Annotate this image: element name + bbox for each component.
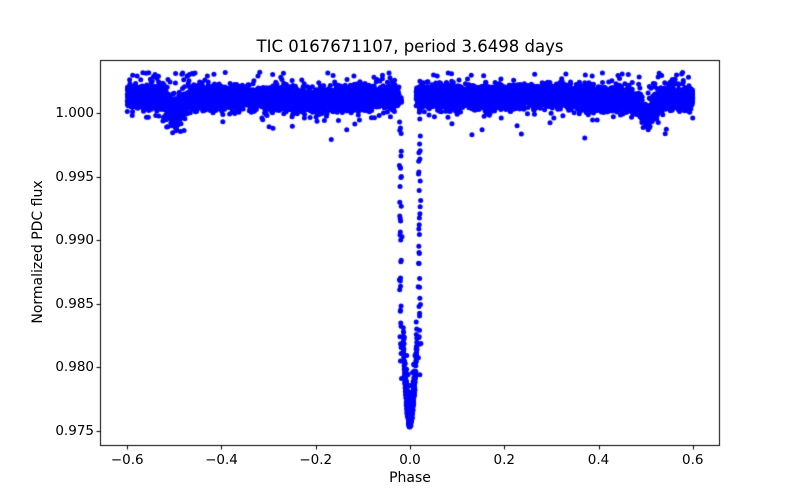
y-tick-label: 0.975: [55, 423, 94, 439]
x-tick-label: −0.6: [110, 452, 144, 468]
x-tick-label: 0.6: [682, 452, 704, 468]
y-tick-label: 0.990: [55, 232, 94, 249]
y-tick-label: 0.995: [55, 168, 94, 185]
x-tick-label: 0.0: [399, 452, 421, 468]
x-tick-label: 0.4: [587, 452, 610, 468]
x-tick-label: −0.2: [299, 452, 333, 468]
y-tick-label: 1.000: [55, 105, 94, 122]
x-tick-label: −0.4: [205, 452, 238, 468]
x-tick-label: 0.2: [493, 452, 515, 468]
x-axis-label: Phase: [389, 470, 431, 486]
chart-title: TIC 0167671107, period 3.6498 days: [256, 37, 564, 56]
y-tick-label: 0.985: [55, 295, 94, 312]
y-tick-label: 0.980: [55, 359, 94, 376]
